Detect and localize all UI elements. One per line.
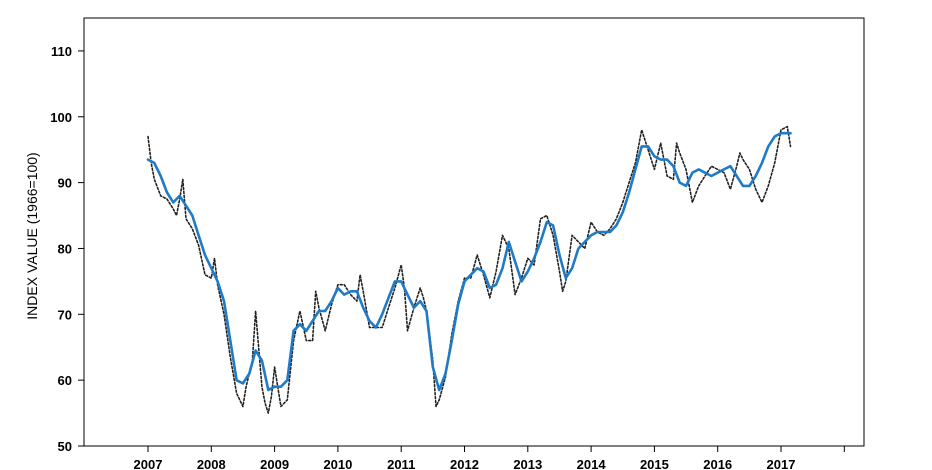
x-tick-label: 2011: [387, 457, 415, 470]
y-tick-label: 100: [50, 110, 72, 125]
x-tick-label: 2015: [640, 457, 669, 470]
y-tick-label: 110: [51, 44, 72, 59]
x-tick-label: 2012: [450, 457, 479, 470]
y-tick-label: 50: [58, 439, 72, 454]
y-tick-label: 70: [58, 307, 72, 322]
x-tick-label: 2016: [703, 457, 732, 470]
x-tick-label: 2007: [134, 457, 163, 470]
plot-frame: [83, 17, 865, 447]
x-tick-label: 2010: [323, 457, 352, 470]
x-tick-label: 2017: [767, 457, 796, 470]
y-axis: 50 60 70 80 90 100 110: [50, 44, 84, 454]
x-tick-label: 2014: [577, 457, 607, 470]
series-line-solid: [146, 131, 792, 392]
x-tick-label: 2013: [513, 457, 542, 470]
series-group: [146, 125, 792, 414]
y-tick-label: 90: [58, 176, 72, 191]
y-tick-label: 60: [58, 373, 72, 388]
x-tick-label: 2009: [260, 457, 289, 470]
y-axis-title: INDEX VALUE (1966=100): [24, 152, 40, 319]
y-tick-label: 80: [58, 241, 72, 256]
series-line-dotted: [147, 125, 792, 414]
x-axis: 2007 2008 2009 2010 2011 2012 2013 2014 2015 2016…: [134, 446, 845, 470]
x-tick-label: 2008: [197, 457, 226, 470]
